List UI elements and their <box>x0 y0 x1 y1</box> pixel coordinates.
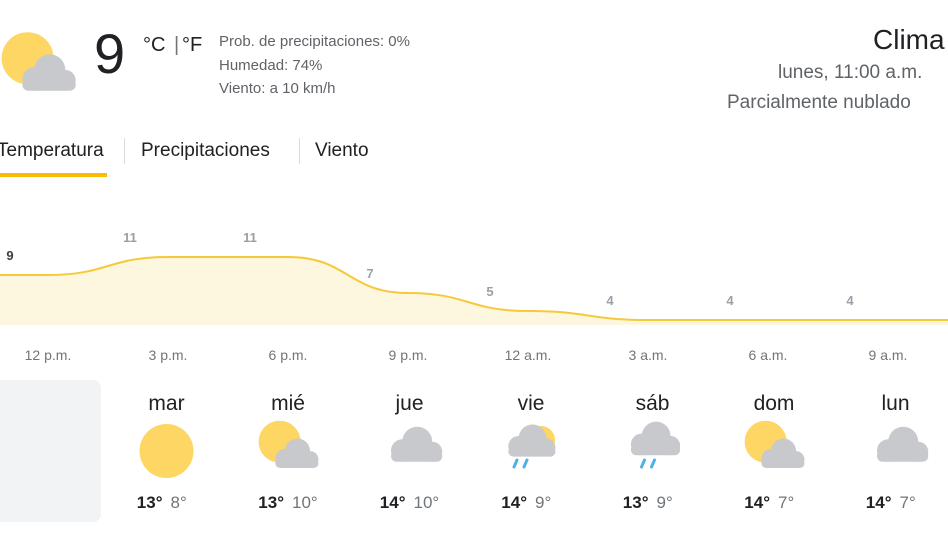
unit-fahrenheit[interactable]: °F <box>182 34 203 56</box>
high-temp: 14° <box>380 493 406 512</box>
value-label: 11 <box>123 230 137 245</box>
value-label: 9 <box>6 248 13 263</box>
cloud-icon <box>22 54 76 91</box>
unit-separator: | <box>174 34 180 56</box>
x-tick-label: 12 p.m. <box>25 347 72 363</box>
day-name: dom <box>754 392 795 415</box>
cloud-icon <box>508 424 556 457</box>
high-temp: 14° <box>744 493 770 512</box>
cloud-icon <box>391 426 443 462</box>
current-temperature: 9 <box>94 22 126 85</box>
high-temp: 13° <box>623 493 649 512</box>
wind: Viento: a 10 km/h <box>219 80 336 97</box>
cloud-part <box>761 458 805 468</box>
header-title: Clima <box>873 24 945 55</box>
value-label: 4 <box>606 293 614 308</box>
tab[interactable]: Temperatura <box>0 140 104 161</box>
area-extension <box>0 275 48 325</box>
x-tick-label: 3 a.m. <box>629 347 668 363</box>
cloud-part <box>275 458 319 468</box>
rain-drop <box>522 458 529 469</box>
low-temp: 10° <box>414 493 440 512</box>
cloud-icon <box>761 438 805 468</box>
area <box>48 257 888 325</box>
low-temp: 8° <box>171 493 187 512</box>
cloud-icon <box>275 438 319 468</box>
x-tick-label: 9 p.m. <box>389 347 428 363</box>
header-datetime: lunes, 11:00 a.m. <box>778 62 923 83</box>
day-name: sáb <box>636 392 670 415</box>
x-tick-label: 12 a.m. <box>505 347 552 363</box>
day-name: vie <box>518 392 545 415</box>
value-label: 5 <box>486 284 493 299</box>
day-name: lun <box>881 392 909 415</box>
humidity: Humedad: 74% <box>219 57 323 74</box>
value-label: 7 <box>366 266 373 281</box>
high-temp: 14° <box>501 493 527 512</box>
cloud-part <box>508 446 556 457</box>
rain-drop <box>512 458 519 469</box>
line <box>47 255 888 322</box>
high-temp: 14° <box>866 493 892 512</box>
x-tick-label: 6 a.m. <box>749 347 788 363</box>
day-name: mar <box>148 392 184 415</box>
x-tick-label: 9 a.m. <box>869 347 908 363</box>
rain-drop <box>650 458 656 469</box>
area-extension <box>888 320 948 325</box>
tab-separator <box>124 138 125 164</box>
x-tick-label: 3 p.m. <box>149 347 188 363</box>
precipitation: Prob. de precipitaciones: 0% <box>219 33 410 50</box>
cloud-part <box>877 450 929 462</box>
tab-underline <box>0 173 107 177</box>
low-temp: 9° <box>657 493 673 512</box>
cloud-icon <box>630 421 681 456</box>
cloud-part <box>391 450 443 462</box>
value-label: 4 <box>726 293 734 308</box>
unit-celsius[interactable]: °C <box>143 34 166 56</box>
low-temp: 9° <box>535 493 551 512</box>
high-temp: 13° <box>258 493 284 512</box>
day-name: mié <box>271 392 305 415</box>
high-temp: 13° <box>137 493 163 512</box>
tab-separator <box>299 138 300 164</box>
low-temp: 7° <box>900 493 916 512</box>
tab[interactable]: Precipitaciones <box>141 140 270 161</box>
selected-day <box>0 380 101 522</box>
cloud-part <box>630 444 681 456</box>
x-tick-label: 6 p.m. <box>269 347 308 363</box>
cloud-part <box>22 79 76 91</box>
low-temp: 10° <box>292 493 318 512</box>
tab[interactable]: Viento <box>315 140 369 161</box>
rain-drop <box>640 458 646 469</box>
day-name: jue <box>394 392 423 415</box>
cloud-icon <box>877 426 929 462</box>
value-label: 4 <box>846 293 854 308</box>
value-label: 11 <box>243 230 257 245</box>
low-temp: 7° <box>778 493 794 512</box>
header-condition: Parcialmente nublado <box>727 92 911 113</box>
sun-icon <box>139 424 194 478</box>
